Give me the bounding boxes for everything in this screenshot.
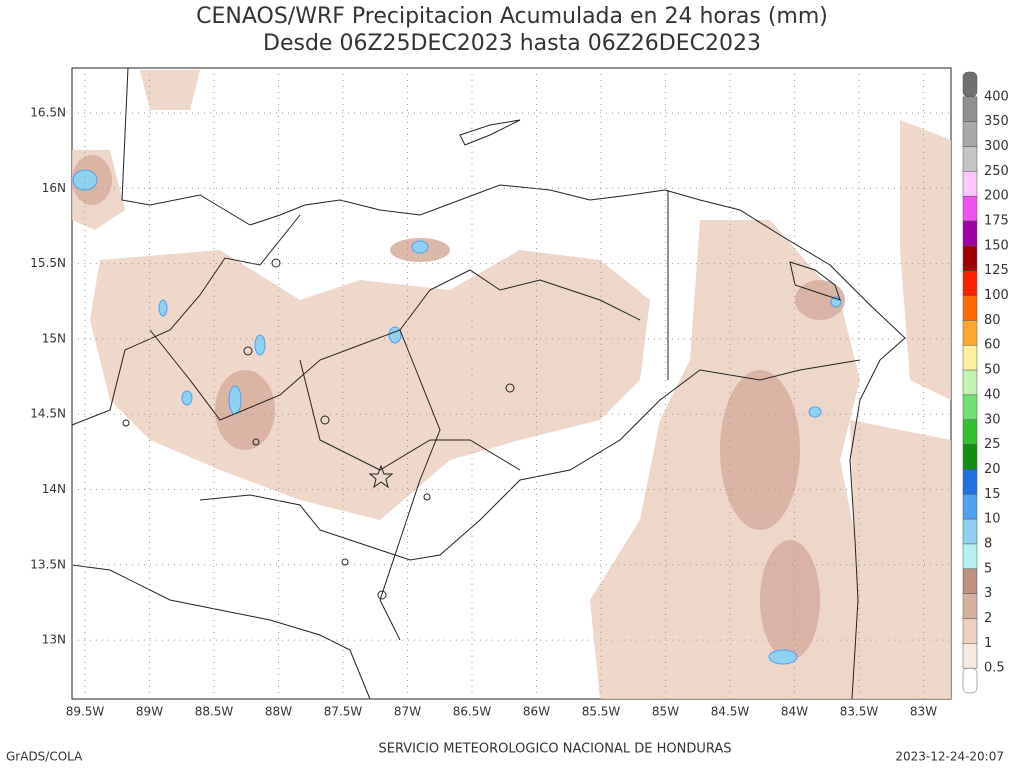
lon-label: 84.5W (711, 705, 750, 719)
colorbar-swatch (962, 419, 978, 445)
colorbar-swatch (962, 320, 978, 346)
colorbar-swatch (962, 245, 978, 271)
lon-label: 86W (523, 705, 550, 719)
colorbar-label: 30 (984, 412, 1001, 427)
colorbar-swatch (962, 195, 978, 222)
colorbar-label: 150 (984, 238, 1009, 253)
lat-label: 15N (42, 331, 66, 345)
lat-label: 15.5N (30, 256, 66, 270)
graticule: 16.5N 16N 15.5N 15N 14.5N 14N 13.5N 13N 89.5W 89W… (30, 68, 951, 719)
colorbar-swatch (962, 146, 978, 172)
lat-label: 13.5N (30, 557, 66, 571)
colorbar-swatch (962, 618, 978, 644)
colorbar-label: 100 (984, 288, 1009, 303)
lon-label: 84W (781, 705, 808, 719)
colorbar-swatch (962, 593, 978, 619)
lon-label: 88.5W (195, 705, 234, 719)
colorbar-label: 400 (984, 89, 1009, 104)
colorbar-swatch (962, 96, 978, 122)
colorbar-label: 250 (984, 164, 1009, 179)
colorbar-swatch (962, 444, 978, 470)
lon-label: 87.5W (324, 705, 363, 719)
colorbar-label: 3 (984, 586, 992, 601)
lat-label: 16.5N (30, 106, 66, 120)
colorbar-label: 25 (984, 437, 1001, 452)
colorbar: 4003503002502001751501251008060504030252… (962, 71, 1009, 694)
colorbar-label: 20 (984, 462, 1001, 477)
colorbar-label: 40 (984, 387, 1001, 402)
subtitle: Desde 06Z25DEC2023 hasta 06Z26DEC2023 (263, 31, 761, 56)
colorbar-label: 300 (984, 139, 1009, 154)
lon-label: 88W (265, 705, 292, 719)
lat-label: 16N (42, 181, 66, 195)
footer-left: GrADS/COLA (6, 750, 83, 764)
colorbar-swatch (962, 121, 978, 147)
colorbar-swatch (962, 494, 978, 520)
colorbar-label: 200 (984, 189, 1009, 204)
lon-label: 89W (136, 705, 163, 719)
colorbar-label: 80 (984, 313, 1001, 328)
colorbar-swatch (962, 543, 978, 570)
lon-label: 85.5W (582, 705, 621, 719)
colorbar-swatch (962, 568, 978, 594)
map: 16.5N 16N 15.5N 15N 14.5N 14N 13.5N 13N 89.5W 89W… (30, 67, 952, 719)
colorbar-swatch (962, 518, 978, 545)
lat-label: 13N (42, 633, 66, 647)
footer-center: SERVICIO METEOROLOGICO NACIONAL DE HONDU… (378, 742, 731, 757)
colorbar-swatch (962, 270, 978, 296)
colorbar-swatch (962, 171, 978, 197)
colorbar-swatch (962, 394, 978, 421)
lon-label: 87W (394, 705, 421, 719)
colorbar-swatch (962, 469, 978, 495)
colorbar-label: 15 (984, 487, 1001, 502)
colorbar-label: 5 (984, 561, 992, 576)
colorbar-swatch (962, 295, 978, 321)
colorbar-swatch (962, 220, 978, 247)
title: CENAOS/WRF Precipitacion Acumulada en 24… (196, 4, 828, 29)
lon-label: 85W (652, 705, 679, 719)
lat-label: 14N (42, 482, 66, 496)
lon-label: 89.5W (66, 705, 105, 719)
colorbar-swatch (962, 344, 978, 371)
colorbar-swatch (962, 71, 978, 98)
lon-label: 83W (910, 705, 937, 719)
colorbar-label: 10 (984, 512, 1001, 527)
colorbar-label: 125 (984, 263, 1009, 278)
coastlines-borders (71, 67, 906, 700)
colorbar-label: 60 (984, 338, 1001, 353)
colorbar-label: 350 (984, 114, 1009, 129)
colorbar-label: 175 (984, 214, 1009, 229)
lon-label: 86.5W (453, 705, 492, 719)
colorbar-label: 8 (984, 536, 992, 551)
footer-right: 2023-12-24-20:07 (895, 750, 1004, 764)
colorbar-label: 50 (984, 363, 1001, 378)
colorbar-swatch (962, 667, 978, 694)
lat-label: 14.5N (30, 407, 66, 421)
lon-label: 83.5W (840, 705, 879, 719)
colorbar-swatch (962, 369, 978, 396)
city-markers (122, 258, 515, 600)
colorbar-label: 0.5 (984, 661, 1005, 676)
colorbar-label: 2 (984, 611, 992, 626)
colorbar-swatch (962, 643, 978, 669)
colorbar-label: 1 (984, 636, 992, 651)
